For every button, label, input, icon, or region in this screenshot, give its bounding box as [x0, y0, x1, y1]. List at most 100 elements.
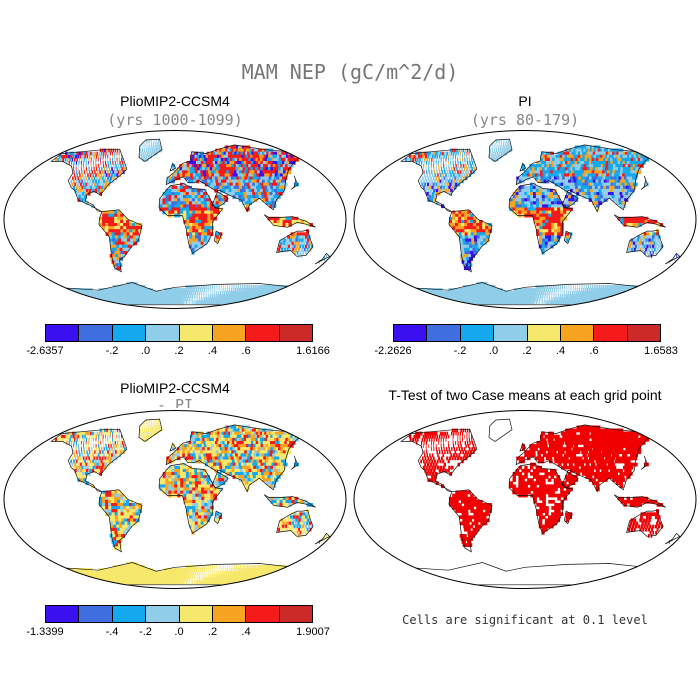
grid-cell [449, 219, 453, 224]
grid-cell [201, 456, 206, 461]
grid-cell [280, 453, 286, 458]
grid-cell [424, 294, 434, 298]
grid-cell [271, 182, 277, 187]
world-map-panel-1 [2, 128, 348, 311]
grid-cell [530, 207, 534, 212]
grid-cell [548, 235, 552, 240]
grid-cell [58, 154, 62, 159]
grid-cell [542, 216, 546, 221]
grid-cell [179, 173, 183, 178]
grid-cell [290, 244, 293, 249]
grid-cell [578, 288, 580, 292]
grid-cell [459, 154, 461, 159]
grid-cell [78, 151, 81, 156]
grid-cell [578, 170, 584, 174]
grid-cell [593, 182, 599, 187]
grid-cell [135, 229, 139, 233]
grid-cell [123, 226, 127, 230]
grid-cell [274, 188, 279, 193]
grid-cell [216, 444, 221, 448]
grid-cell [516, 179, 520, 184]
grid-cell [650, 247, 653, 252]
grid-cell [188, 161, 193, 165]
grid-cell [629, 216, 634, 221]
grid-cell [600, 288, 604, 292]
grid-cell [406, 288, 415, 292]
grid-cell [204, 437, 209, 442]
grid-cell [582, 173, 587, 178]
grid-cell [168, 192, 172, 196]
grid-cell [556, 151, 561, 156]
grid-cell [117, 161, 119, 165]
grid-cell [185, 288, 188, 292]
grid-cell [178, 294, 181, 298]
grid-cell [299, 232, 303, 236]
grid-cell [198, 285, 201, 289]
grid-cell [482, 226, 486, 230]
grid-cell [112, 263, 118, 267]
grid-cell [123, 250, 128, 255]
grid-cell [570, 297, 573, 302]
grid-cell [477, 241, 482, 246]
grid-cell [252, 300, 260, 305]
grid-cell [171, 201, 175, 205]
grid-cell [81, 154, 84, 159]
grid-cell [544, 154, 549, 159]
grid-cell [549, 300, 552, 305]
grid-cell [80, 456, 82, 461]
grid-cell [160, 297, 164, 302]
grid-cell [635, 216, 640, 221]
grid-cell [178, 291, 181, 295]
grid-cell [157, 419, 159, 423]
panel-1-subtitle: (yrs 1000-1099) [107, 111, 243, 129]
grid-cell [141, 425, 143, 430]
grid-cell [212, 161, 217, 165]
grid-cell [455, 232, 460, 236]
grid-cell [83, 450, 86, 454]
grid-cell [630, 291, 636, 295]
grid-cell [208, 453, 213, 458]
grid-cell [62, 437, 64, 442]
grid-cell [561, 173, 566, 178]
grid-cell [96, 182, 99, 187]
grid-cell [292, 157, 300, 162]
grid-cell [540, 176, 545, 181]
grid-cell [233, 170, 239, 174]
grid-cell [195, 288, 198, 292]
grid-cell [530, 195, 534, 199]
grid-cell [247, 185, 252, 190]
grid-cell [163, 288, 168, 292]
grid-cell [174, 188, 178, 193]
grid-cell [428, 167, 430, 171]
grid-cell [549, 157, 554, 162]
grid-cell [201, 164, 206, 168]
grid-cell [123, 223, 127, 227]
grid-cell [233, 291, 236, 295]
grid-cell [190, 456, 195, 461]
grid-cell [176, 291, 179, 295]
grid-cell [99, 223, 103, 227]
grid-cell [195, 216, 199, 221]
grid-cell [215, 441, 220, 445]
grid-cell [93, 164, 95, 168]
grid-cell [457, 157, 459, 162]
grid-cell [85, 161, 87, 165]
coastline-indonesia [613, 214, 666, 228]
grid-cell [94, 188, 97, 193]
grid-cell [79, 434, 82, 439]
grid-cell [204, 179, 209, 184]
grid-cell [190, 459, 195, 464]
grid-cell [112, 241, 117, 246]
grid-cell [269, 192, 274, 196]
grid-cell [187, 167, 191, 171]
grid-cell [79, 453, 81, 458]
grid-cell [271, 456, 277, 461]
grid-cell [282, 291, 288, 295]
grid-cell [552, 170, 557, 174]
grid-cell [649, 250, 652, 255]
grid-cell [518, 179, 523, 184]
grid-cell [433, 198, 437, 202]
grid-cell [237, 188, 242, 193]
grid-cell [653, 247, 656, 252]
grid-cell [545, 235, 549, 240]
